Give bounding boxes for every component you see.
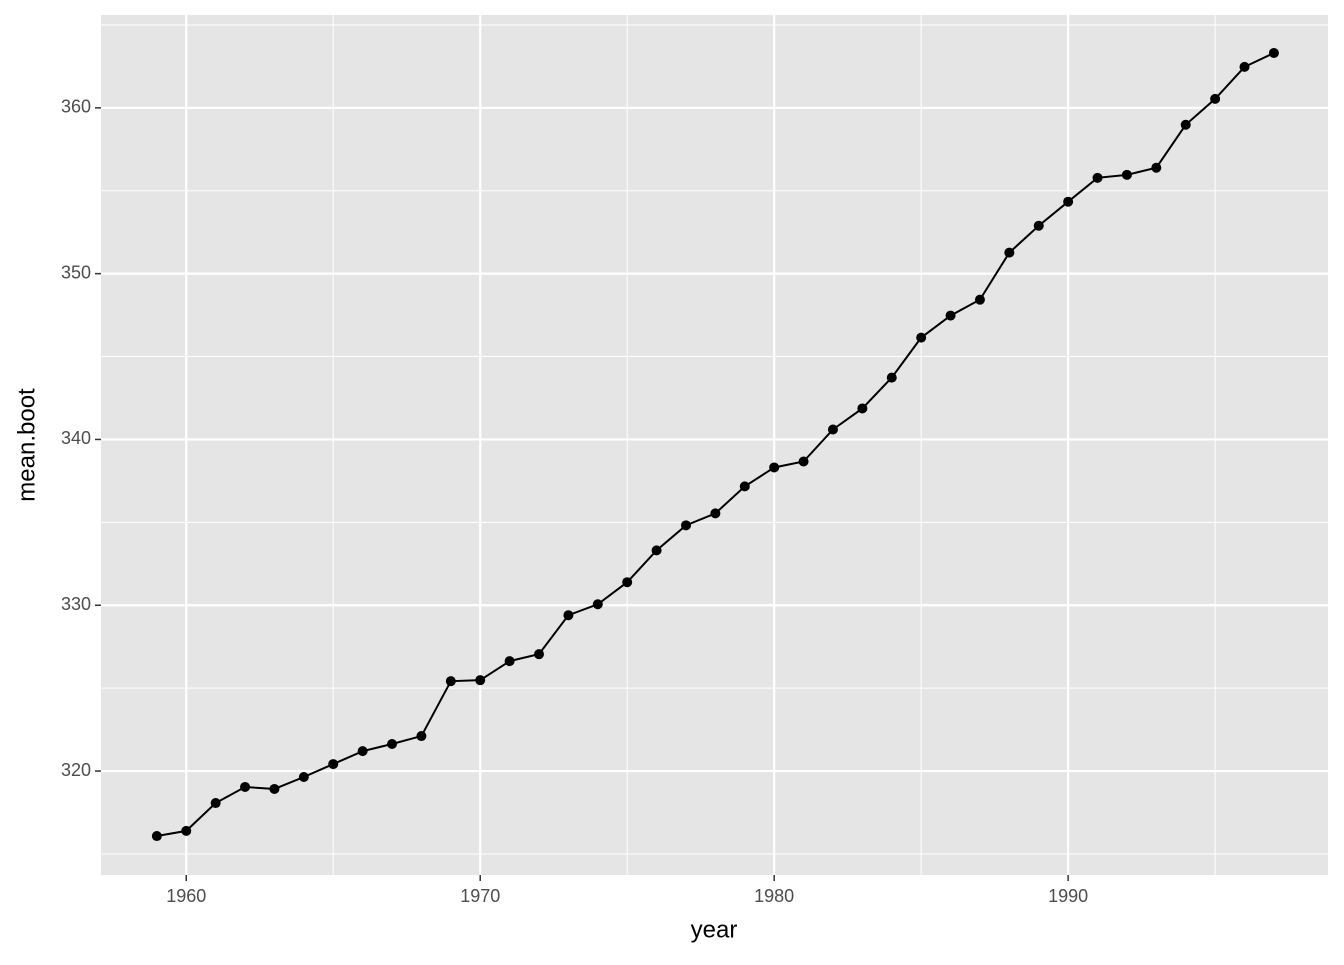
point — [445, 676, 456, 687]
point — [357, 746, 368, 757]
point — [534, 649, 545, 660]
x-tick-label: 1980 — [754, 886, 794, 906]
point — [1063, 196, 1074, 207]
point — [1239, 61, 1250, 72]
point — [1121, 169, 1132, 180]
point — [151, 831, 162, 842]
point — [710, 508, 721, 519]
x-axis-title: year — [691, 916, 738, 943]
point — [739, 481, 750, 492]
point — [916, 332, 927, 343]
point — [1210, 93, 1221, 104]
point — [416, 731, 427, 742]
point — [181, 825, 192, 836]
point — [651, 545, 662, 556]
point — [563, 610, 574, 621]
y-tick-label: 350 — [61, 262, 91, 282]
point — [769, 462, 780, 473]
point — [475, 675, 486, 686]
point — [240, 781, 251, 792]
point — [1268, 47, 1279, 58]
panel — [101, 15, 1328, 875]
point — [387, 739, 398, 750]
x-tick-label: 1990 — [1048, 886, 1088, 906]
point — [592, 599, 603, 610]
x-tick-label: 1960 — [166, 886, 206, 906]
point — [680, 520, 691, 531]
point — [210, 798, 221, 809]
x-tick-label: 1970 — [460, 886, 500, 906]
point — [827, 424, 838, 435]
point — [269, 783, 280, 794]
point — [857, 403, 868, 414]
y-tick-label: 330 — [61, 594, 91, 614]
point — [886, 372, 897, 383]
point — [798, 456, 809, 467]
y-tick-label: 340 — [61, 428, 91, 448]
point — [1180, 119, 1191, 130]
point — [1033, 220, 1044, 231]
y-tick-label: 320 — [61, 760, 91, 780]
point — [974, 294, 985, 305]
point — [328, 759, 339, 770]
point — [1092, 172, 1103, 183]
point — [622, 577, 633, 588]
point — [1004, 247, 1015, 258]
point — [945, 310, 956, 321]
point — [504, 656, 515, 667]
point — [1151, 162, 1162, 173]
y-axis-title: mean.boot — [13, 388, 40, 502]
point — [298, 772, 309, 783]
y-tick-label: 360 — [61, 97, 91, 117]
